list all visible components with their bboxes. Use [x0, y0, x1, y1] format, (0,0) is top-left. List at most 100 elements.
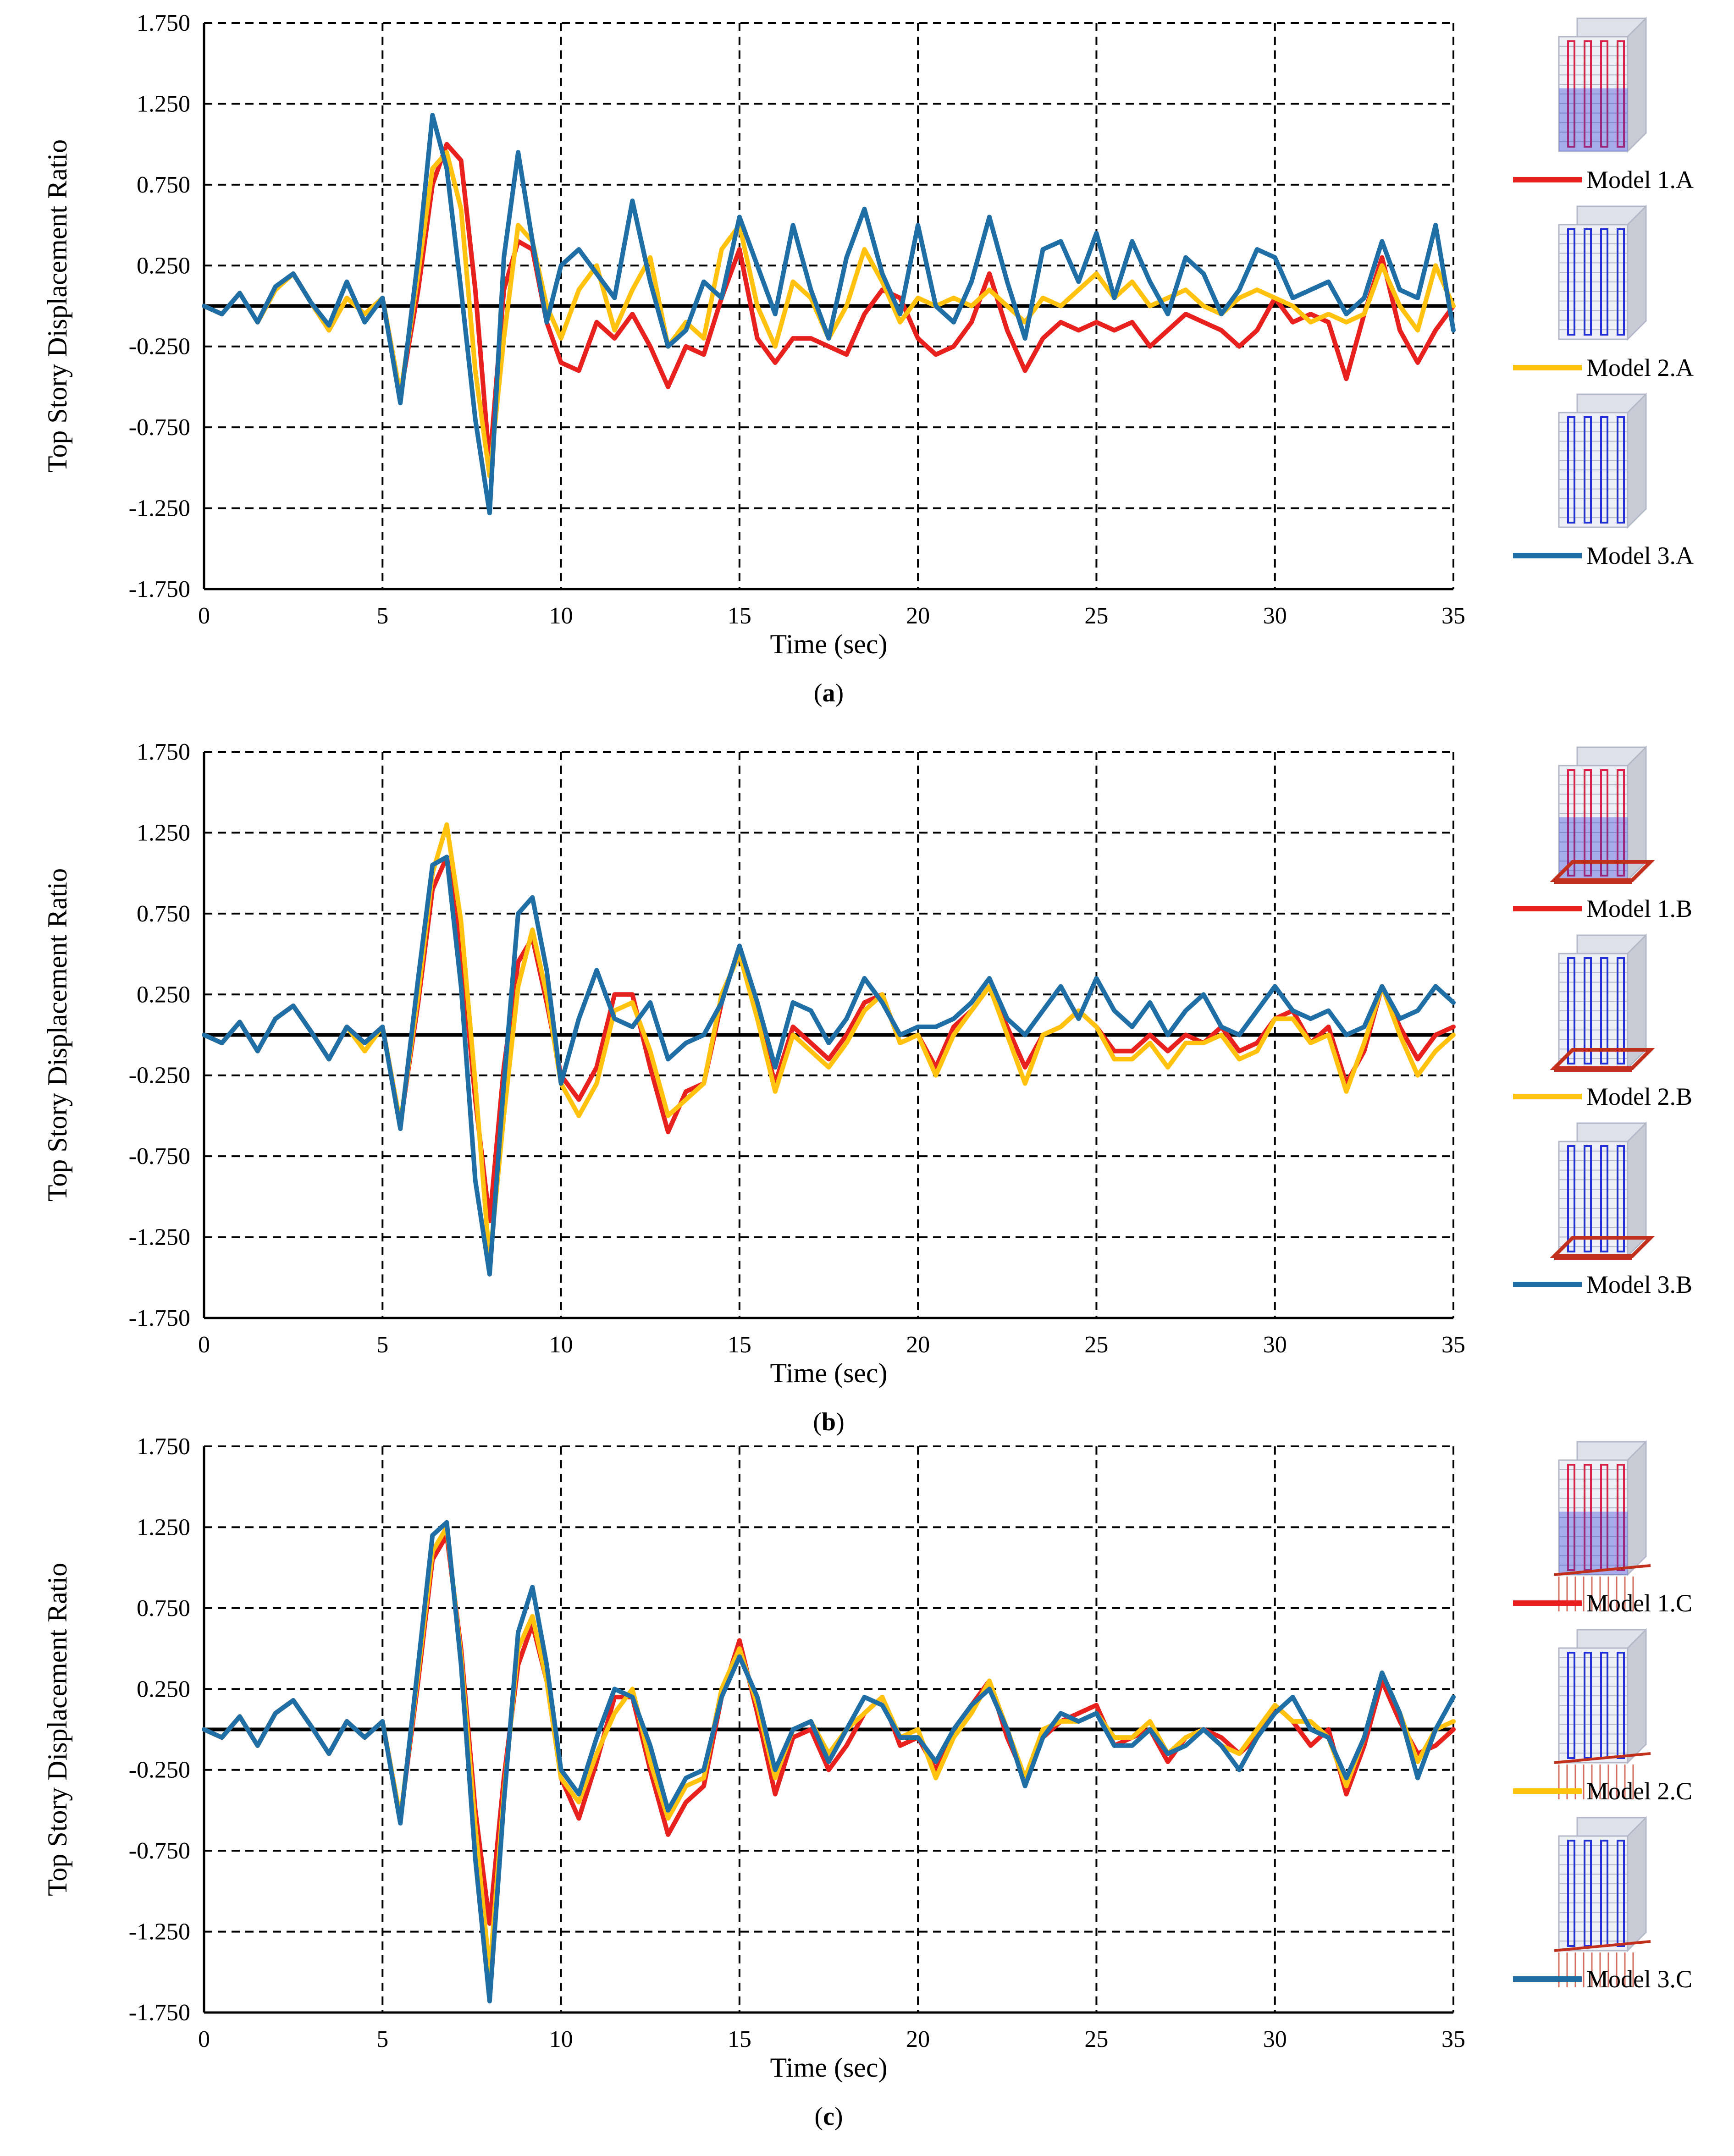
caption-open: ( [813, 1408, 822, 1436]
y-tick-label: -0.250 [129, 1757, 190, 1783]
legend: Model 1.C Model 2.C Model 3.C [1513, 1440, 1692, 1993]
x-tick-label: 5 [376, 603, 388, 629]
building-core [1617, 1464, 1625, 1571]
legend-label: Model 1.A [1586, 166, 1694, 193]
building-core [1617, 40, 1625, 148]
building-core [1567, 1652, 1575, 1759]
legend-label: Model 1.C [1586, 1589, 1692, 1617]
series-line-model-1a [202, 142, 1456, 467]
series-line-model-3c [202, 1520, 1456, 2004]
x-tick-label: 20 [906, 2026, 930, 2052]
x-tick-label: 10 [549, 1332, 573, 1358]
building-core [1584, 1652, 1592, 1759]
y-tick-label: -1.250 [129, 1224, 190, 1251]
panel-caption: (c) [814, 2102, 843, 2131]
building-core [1584, 416, 1592, 524]
y-tick-label: 0.250 [137, 982, 190, 1008]
building-side [1627, 392, 1647, 529]
series-line-model-3b [202, 855, 1456, 1277]
building-side [1627, 1440, 1647, 1577]
x-axis-title: Time (sec) [770, 2052, 887, 2083]
y-tick-label: 1.750 [137, 1434, 190, 1460]
building-core [1567, 957, 1575, 1064]
building-core [1617, 769, 1625, 877]
series-line-model-2c [202, 1525, 1456, 1974]
building-model-icon [1554, 1628, 1651, 1799]
building-model-icon [1550, 745, 1655, 884]
building-model-icon [1554, 1440, 1651, 1611]
y-tick-label: -0.750 [129, 1143, 190, 1169]
x-tick-label: 25 [1084, 2026, 1108, 2052]
caption-close: ) [836, 1408, 845, 1436]
building-side [1627, 1816, 1647, 1952]
legend-label: Model 2.C [1586, 1777, 1692, 1805]
building-core [1617, 1145, 1625, 1252]
caption-open: ( [814, 2102, 823, 2131]
building-core [1600, 416, 1608, 524]
x-tick-label: 25 [1084, 603, 1108, 629]
building-core [1567, 228, 1575, 336]
y-tick-label: -0.750 [129, 1838, 190, 1864]
y-tick-label: -0.250 [129, 1063, 190, 1089]
building-core [1584, 769, 1592, 877]
building-core [1584, 228, 1592, 336]
x-tick-label: 10 [549, 603, 573, 629]
panel-caption: (b) [813, 1408, 844, 1436]
y-tick-label: -1.750 [129, 1305, 190, 1331]
building-core-shade [1559, 1511, 1628, 1575]
legend-label: Model 3.A [1586, 542, 1694, 569]
caption-close: ) [835, 679, 844, 707]
chart-panel-a: 1.750 1.250 0.750 0.250 -0.250 -0.750 -1.250 -1… [42, 10, 1694, 707]
building-model-icon [1550, 1121, 1655, 1260]
y-tick-label: -1.250 [129, 1919, 190, 1945]
building-core [1584, 40, 1592, 148]
x-tick-label: 20 [906, 1332, 930, 1358]
legend-label: Model 2.A [1586, 354, 1694, 381]
building-core [1617, 228, 1625, 336]
caption-close: ) [834, 2102, 843, 2131]
legend-label: Model 1.B [1586, 895, 1692, 922]
y-tick-label: -1.750 [129, 576, 190, 602]
x-tick-label: 5 [376, 1332, 388, 1358]
building-core [1600, 40, 1608, 148]
caption-letter: b [822, 1408, 836, 1436]
x-axis-title: Time (sec) [770, 1358, 887, 1388]
x-axis-title: Time (sec) [770, 629, 887, 659]
x-tick-label: 0 [198, 2026, 210, 2052]
legend: Model 1.A Model 2.A Model 3.A [1513, 17, 1694, 569]
y-tick-label: 0.750 [137, 1595, 190, 1621]
building-core [1567, 40, 1575, 148]
building-model-icon [1558, 392, 1647, 529]
x-tick-label: 10 [549, 2026, 573, 2052]
caption-letter: a [823, 679, 835, 707]
building-core [1617, 1652, 1625, 1759]
x-tick-label: 15 [728, 2026, 751, 2052]
x-tick-label: 5 [376, 2026, 388, 2052]
y-tick-label: 1.750 [137, 10, 190, 36]
y-axis-title: Top Story Displacement Ratio [42, 868, 72, 1202]
building-core [1567, 1840, 1575, 1947]
building-side [1627, 17, 1647, 153]
building-core [1617, 416, 1625, 524]
building-core [1567, 1145, 1575, 1252]
foundation-raft [1554, 1940, 1651, 1952]
y-axis-title: Top Story Displacement Ratio [42, 139, 72, 473]
x-tick-label: 0 [198, 603, 210, 629]
caption-open: ( [814, 679, 823, 707]
y-tick-label: 0.750 [137, 901, 190, 927]
y-tick-label: 1.250 [137, 91, 190, 117]
x-tick-label: 25 [1084, 1332, 1108, 1358]
building-core [1584, 1145, 1592, 1252]
building-core [1584, 957, 1592, 1064]
building-core [1600, 957, 1608, 1064]
building-core [1600, 228, 1608, 336]
y-tick-label: 0.750 [137, 172, 190, 198]
y-tick-label: -0.250 [129, 334, 190, 360]
chart-panel-b: 1.750 1.250 0.750 0.250 -0.250 -0.750 -1.250 -1… [42, 739, 1692, 1436]
building-core [1567, 769, 1575, 877]
x-tick-label: 30 [1263, 1332, 1287, 1358]
foundation-raft [1554, 1564, 1651, 1576]
legend-label: Model 3.B [1586, 1271, 1692, 1298]
series-line-model-3a [202, 113, 1456, 516]
